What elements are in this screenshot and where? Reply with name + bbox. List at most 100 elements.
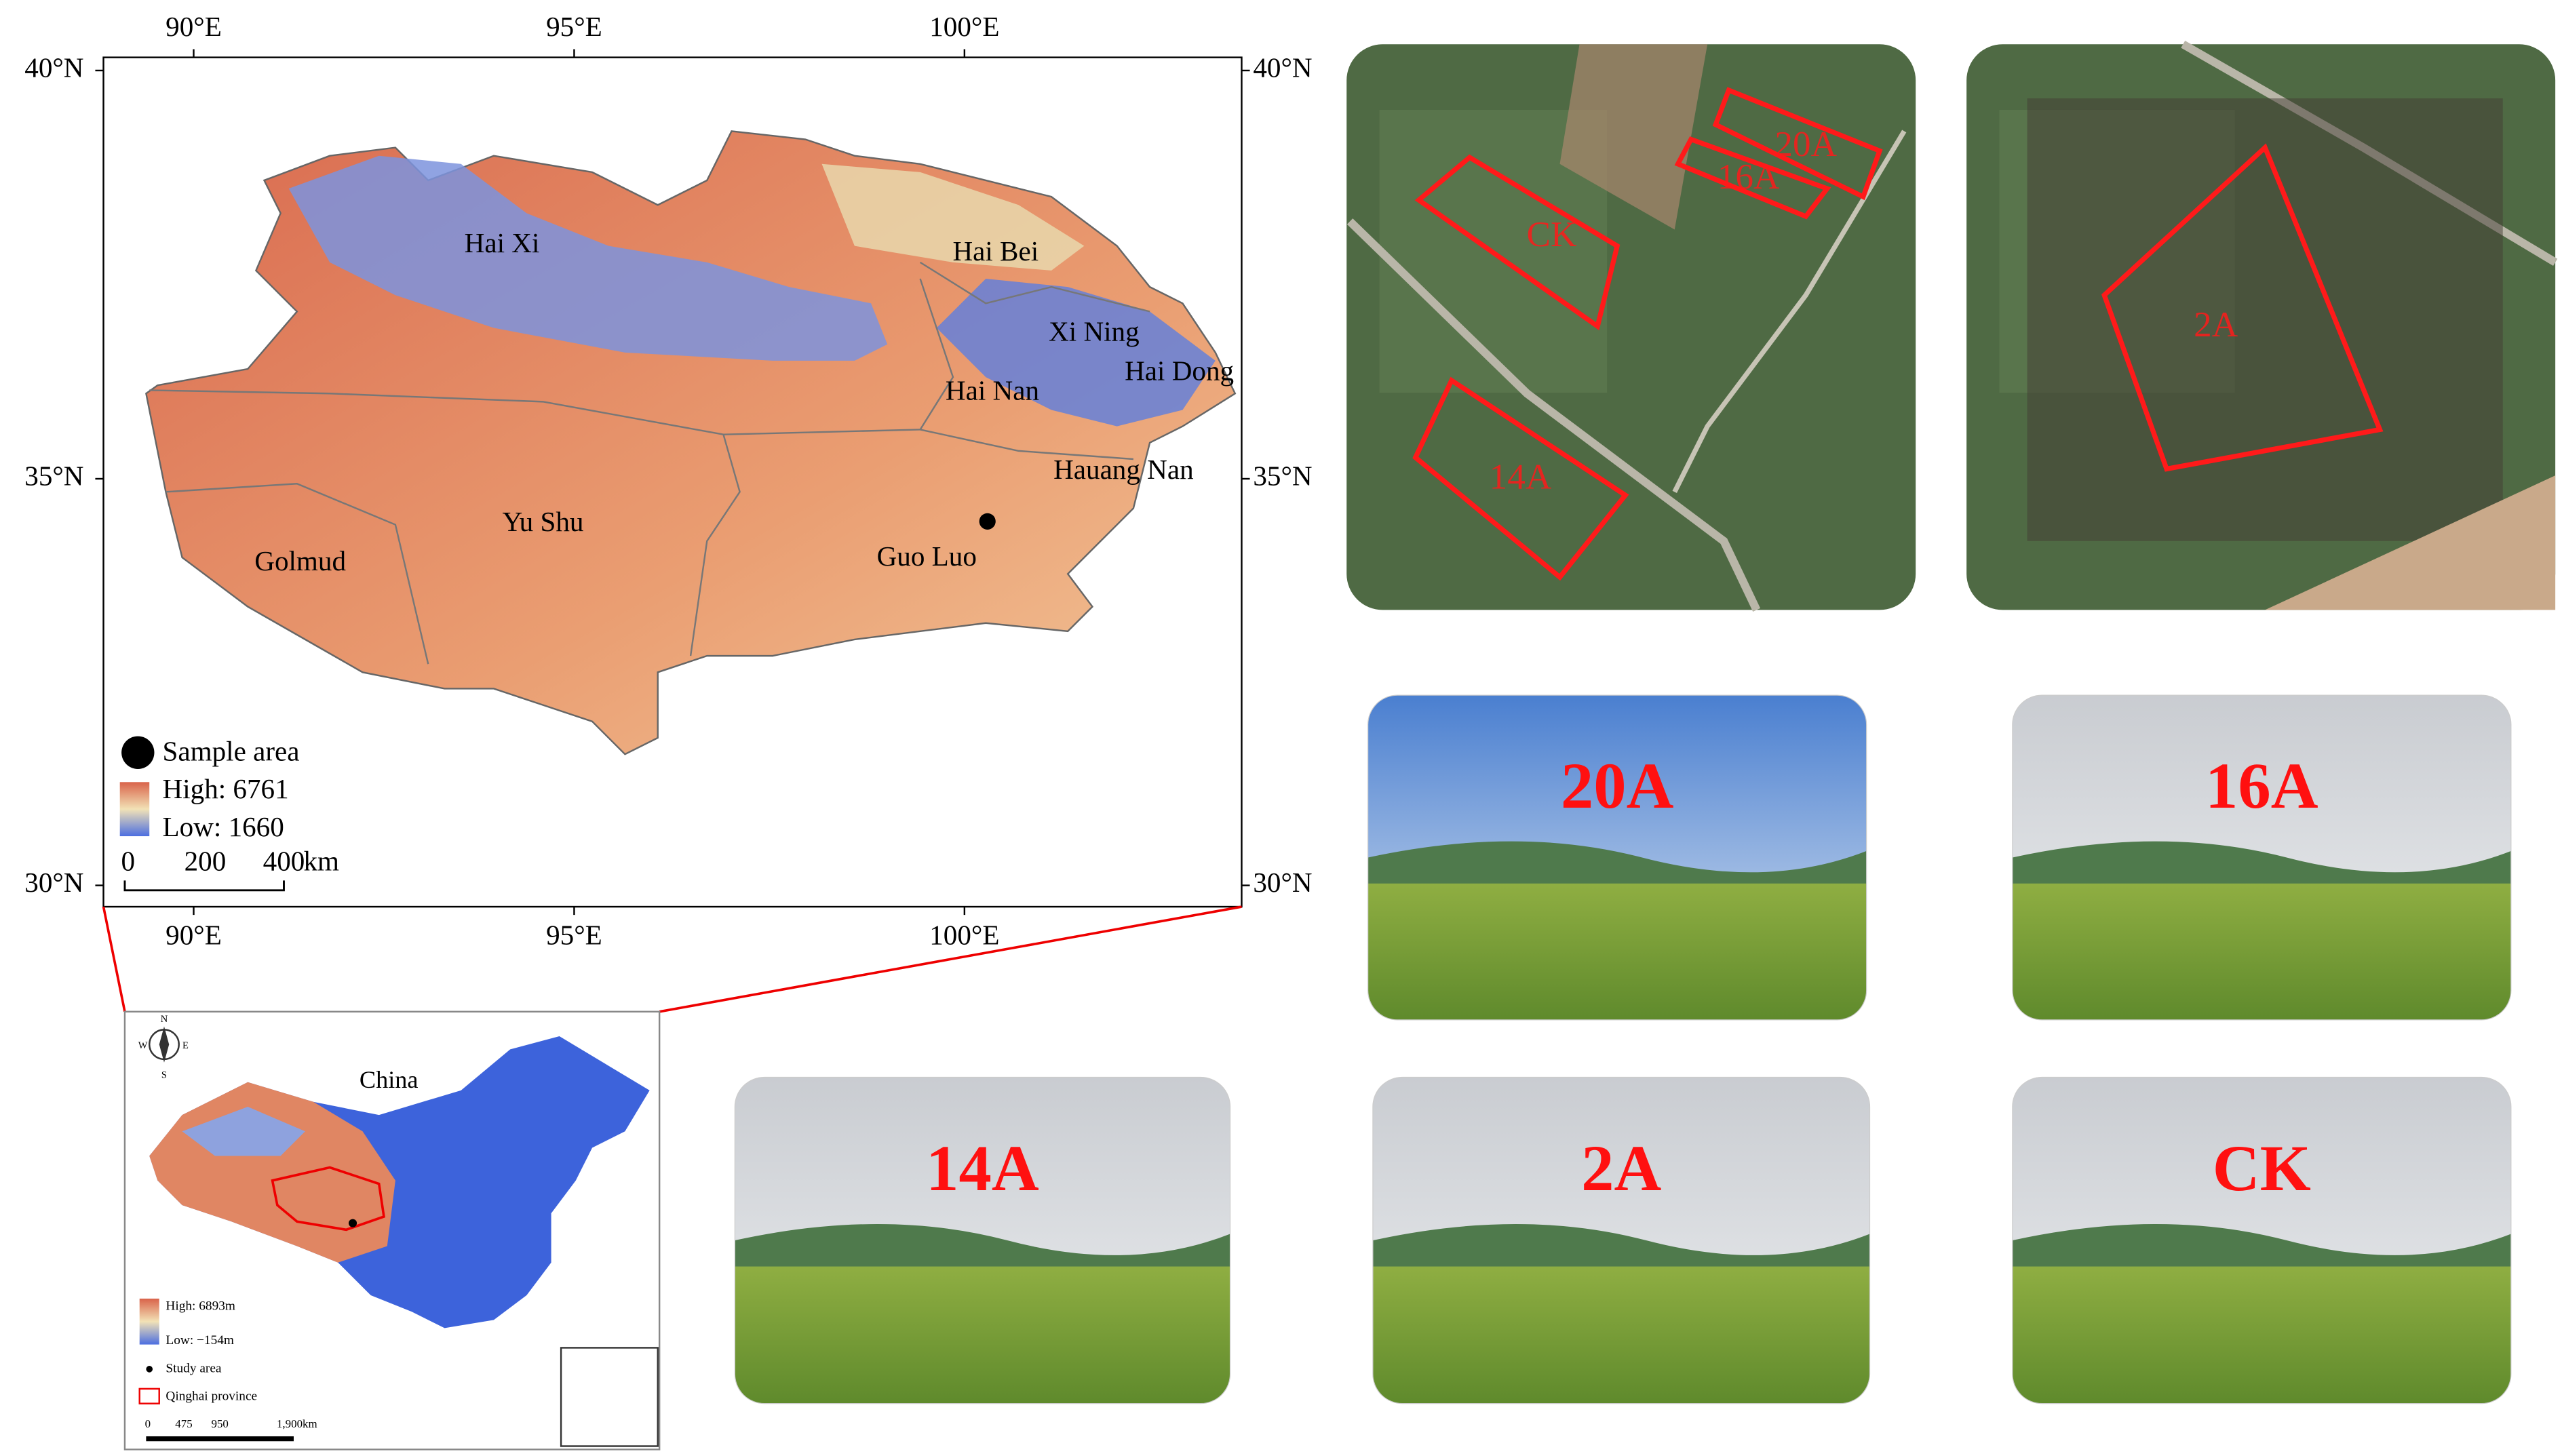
field-photo (735, 1077, 1230, 1404)
plot-outline (1712, 87, 1883, 201)
compass-label: E (182, 1040, 189, 1051)
scale-label: 200 (185, 846, 227, 877)
photo-hills (1372, 1224, 1870, 1274)
region-label: Xi Ning (1049, 316, 1140, 347)
qaidam-basin (288, 155, 888, 361)
plot-outline (1412, 376, 1629, 581)
latitude-label: 35°N (1253, 460, 1312, 491)
region-label: Guo Luo (877, 540, 977, 572)
latitude-label: 30°N (24, 867, 83, 898)
longitude-label: 100°E (929, 11, 999, 42)
legend-label: Low: 1660 (163, 811, 284, 842)
legend-elevation-ramp (119, 782, 150, 837)
qinghai-outline (271, 1166, 385, 1232)
south-sea-inset (560, 1347, 659, 1447)
latitude-label: 30°N (1253, 867, 1312, 898)
plot-label: 20A (1774, 124, 1837, 164)
region-label: Hai Bei (952, 235, 1039, 267)
road (1346, 218, 1761, 612)
bright-field (2265, 475, 2556, 610)
region-label: Yu Shu (503, 506, 584, 537)
plot-label: 16A (1717, 157, 1780, 197)
plot-label: CK (1526, 214, 1576, 254)
longitude-label: 90°E (166, 919, 222, 950)
compass-label: N (161, 1014, 168, 1025)
photo-label: CK (2213, 1132, 2311, 1204)
longitude-label: 95°E (546, 11, 602, 42)
photo-grass (735, 1266, 1230, 1404)
legend-label: Qinghai province (166, 1389, 257, 1403)
region-boundary (149, 389, 920, 435)
compass-label: W (138, 1040, 148, 1051)
scale-label: 950 (212, 1417, 229, 1430)
scale-bar (123, 880, 285, 892)
latitude-label: 40°N (24, 52, 83, 83)
legend-label: High: 6893m (166, 1299, 235, 1313)
plot-outline (1414, 154, 1620, 331)
scale-label: 0 (145, 1417, 151, 1430)
photo-label: 14A (926, 1132, 1039, 1204)
study-site (348, 1219, 357, 1227)
inset-scale-bar (146, 1436, 294, 1442)
inset-ramp (139, 1298, 159, 1345)
photo-outline (2012, 1076, 2512, 1404)
photo-grass (1367, 883, 1867, 1020)
field-photo (1372, 1077, 1870, 1404)
photo-hills (2012, 841, 2511, 890)
region-boundary (689, 434, 741, 656)
field-photo (1367, 695, 1867, 1020)
field-photo (2012, 1077, 2511, 1404)
photo-grass (2012, 1266, 2511, 1404)
eastern-lowland (936, 279, 1216, 427)
region-label: Hauang Nan (1053, 454, 1194, 485)
plot-label: 14A (1490, 457, 1552, 497)
field-photo (2012, 695, 2511, 1020)
legend-sample-symbol (121, 736, 155, 769)
plot-label: 2A (2194, 304, 2238, 345)
compass-needle (159, 1026, 170, 1063)
road (1672, 130, 1907, 493)
scale-label: 400 (263, 846, 305, 877)
plot-outline (2101, 143, 2384, 472)
photo-hills (735, 1224, 1230, 1274)
scale-label: km (303, 846, 339, 877)
latitude-label: 35°N (24, 460, 83, 491)
legend-label: Study area (166, 1361, 222, 1375)
photo-label: 16A (2205, 749, 2318, 822)
photo-label: 2A (1581, 1132, 1661, 1204)
photo-hills (1367, 841, 1867, 890)
dark-field (2027, 98, 2503, 541)
sample-site (979, 513, 996, 530)
region-label: Hai Nan (946, 375, 1039, 406)
photo-outline (2012, 694, 2512, 1021)
connector (102, 906, 126, 1012)
photo-outline (1367, 694, 1867, 1021)
scale-label: 475 (175, 1417, 192, 1430)
photo-outline (734, 1076, 1231, 1404)
legend-label: Sample area (163, 736, 300, 767)
bare-plot (1559, 44, 1708, 230)
region-boundary (919, 261, 1150, 313)
plot-outline (1674, 136, 1831, 220)
region-label: Golmud (254, 545, 346, 576)
photo-outline (1372, 1076, 1871, 1404)
region-boundary (166, 483, 429, 665)
compass-label: S (161, 1069, 167, 1080)
scale-label: 0 (121, 846, 136, 877)
photo-label: 20A (1561, 749, 1674, 822)
photo-grass (2012, 883, 2511, 1020)
legend-label: Low: −154m (166, 1333, 234, 1347)
longitude-label: 90°E (166, 11, 222, 42)
legend-label: High: 6761 (163, 773, 289, 804)
photo-grass (1372, 1266, 1870, 1404)
photo-hills (2012, 1224, 2511, 1274)
longitude-label: 95°E (546, 919, 602, 950)
connector (659, 905, 1242, 1013)
inset-title: China (360, 1066, 419, 1093)
scale-label: 1,900km (277, 1417, 317, 1430)
tarim (182, 1107, 305, 1156)
region-boundary (918, 278, 1133, 460)
region-label: Hai Dong (1125, 355, 1234, 387)
